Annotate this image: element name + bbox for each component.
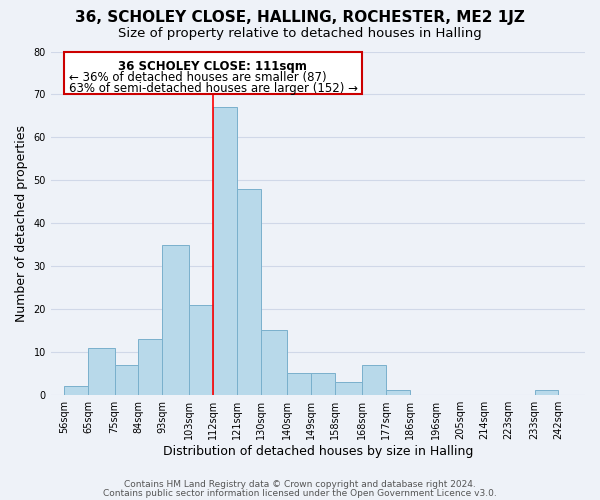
- Text: ← 36% of detached houses are smaller (87): ← 36% of detached houses are smaller (87…: [70, 71, 327, 84]
- Text: 63% of semi-detached houses are larger (152) →: 63% of semi-detached houses are larger (…: [70, 82, 358, 94]
- Bar: [213, 108, 237, 395]
- Text: 36, SCHOLEY CLOSE, HALLING, ROCHESTER, ME2 1JZ: 36, SCHOLEY CLOSE, HALLING, ROCHESTER, M…: [75, 10, 525, 25]
- Text: 36 SCHOLEY CLOSE: 111sqm: 36 SCHOLEY CLOSE: 111sqm: [118, 60, 307, 73]
- Bar: [311, 374, 335, 394]
- Text: Size of property relative to detached houses in Halling: Size of property relative to detached ho…: [118, 28, 482, 40]
- Bar: [115, 364, 139, 394]
- FancyBboxPatch shape: [64, 52, 362, 94]
- Bar: [189, 304, 213, 394]
- Bar: [535, 390, 559, 394]
- Bar: [88, 348, 115, 395]
- X-axis label: Distribution of detached houses by size in Halling: Distribution of detached houses by size …: [163, 444, 473, 458]
- Bar: [64, 386, 88, 394]
- Bar: [237, 189, 261, 394]
- Bar: [335, 382, 362, 394]
- Bar: [362, 364, 386, 394]
- Bar: [386, 390, 410, 394]
- Bar: [261, 330, 287, 394]
- Bar: [139, 339, 163, 394]
- Bar: [163, 244, 189, 394]
- Y-axis label: Number of detached properties: Number of detached properties: [15, 124, 28, 322]
- Text: Contains HM Land Registry data © Crown copyright and database right 2024.: Contains HM Land Registry data © Crown c…: [124, 480, 476, 489]
- Bar: [287, 374, 311, 394]
- Text: Contains public sector information licensed under the Open Government Licence v3: Contains public sector information licen…: [103, 488, 497, 498]
